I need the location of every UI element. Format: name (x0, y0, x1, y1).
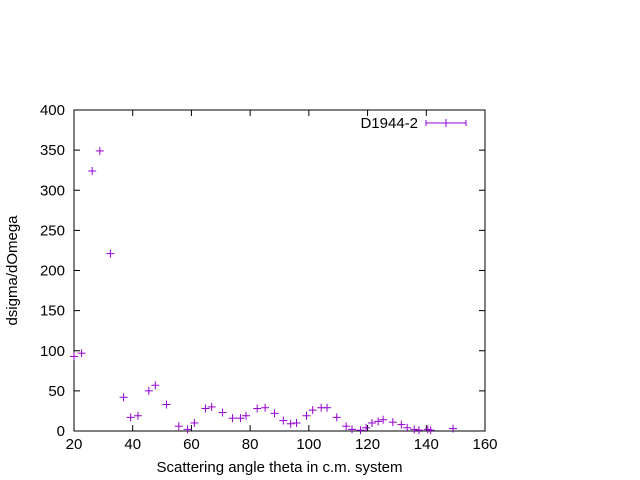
data-point (228, 414, 237, 423)
data-point (133, 411, 142, 420)
x-axis-label: Scattering angle theta in c.m. system (157, 459, 403, 476)
data-point (332, 413, 341, 422)
y-axis-label: dsigma/dOmega (4, 215, 21, 326)
data-point (449, 424, 458, 433)
x-tick-label: 60 (183, 436, 200, 453)
data-point (218, 408, 227, 417)
legend-label-series-0: D1944-2 (360, 115, 418, 132)
y-tick-label: 300 (40, 182, 65, 199)
data-point (356, 426, 365, 435)
data-point (190, 418, 199, 427)
data-point (162, 400, 171, 409)
data-point (426, 426, 435, 435)
data-point (414, 426, 423, 435)
data-point (119, 393, 128, 402)
y-tick-label: 50 (48, 383, 65, 400)
data-point (201, 404, 210, 413)
points-group (70, 146, 458, 435)
data-point (342, 422, 351, 431)
x-tick-label: 80 (242, 436, 259, 453)
data-point (292, 418, 301, 427)
x-tick-label: 100 (296, 436, 321, 453)
x-tick-label: 20 (66, 436, 83, 453)
y-tick-label: 0 (57, 423, 65, 440)
data-point (253, 404, 262, 413)
plot-frame-group (73, 109, 486, 432)
data-point (236, 414, 245, 423)
y-tick-label: 350 (40, 142, 65, 159)
data-point (174, 422, 183, 431)
data-point (279, 416, 288, 425)
data-point (308, 406, 317, 415)
y-tick-label: 200 (40, 263, 65, 280)
data-point (126, 413, 135, 422)
data-point (362, 423, 371, 432)
data-point (286, 419, 295, 428)
ticks-group: 20 40 60 80 100 120 140 160 0 50 100 150 200 250 300 35… (40, 102, 498, 453)
data-point (367, 418, 376, 427)
data-point (397, 420, 406, 429)
data-point (403, 423, 412, 432)
x-tick-label: 40 (124, 436, 141, 453)
data-point (106, 249, 115, 258)
data-point (302, 411, 311, 420)
data-point (374, 417, 383, 426)
x-tick-label: 160 (472, 436, 497, 453)
y-tick-label: 400 (40, 102, 65, 119)
data-point (388, 418, 397, 427)
data-point (270, 409, 279, 418)
data-point (95, 146, 104, 155)
legend: D1944-2 (360, 115, 467, 132)
data-point (323, 403, 332, 412)
data-point (410, 425, 419, 434)
data-point (242, 411, 251, 420)
y-tick-label: 150 (40, 303, 65, 320)
data-point (348, 425, 357, 434)
data-point (88, 166, 97, 175)
x-tick-label: 120 (355, 436, 380, 453)
data-point (207, 402, 216, 411)
data-point (77, 349, 86, 358)
data-point (379, 415, 388, 424)
plot-frame (73, 109, 486, 432)
data-point (144, 386, 153, 395)
y-tick-label: 100 (40, 343, 65, 360)
y-tick-label: 250 (40, 222, 65, 239)
data-point (70, 352, 78, 361)
data-point (183, 425, 192, 434)
data-point (151, 381, 160, 390)
x-tick-label: 140 (414, 436, 439, 453)
data-point (261, 403, 270, 412)
